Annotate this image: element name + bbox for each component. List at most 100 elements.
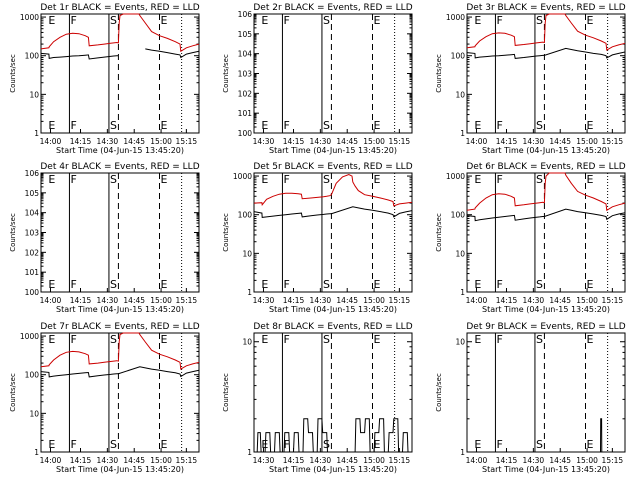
y-tick-label: 101 bbox=[25, 268, 40, 277]
y-tick-label: 10 bbox=[29, 409, 39, 418]
x-tick-label: 14:15 bbox=[283, 137, 305, 146]
marker-label: F bbox=[70, 438, 76, 451]
marker-label: E bbox=[48, 14, 55, 27]
marker-label: E bbox=[261, 278, 268, 291]
y-tick-label: 100 bbox=[238, 211, 253, 220]
marker-label: S bbox=[110, 333, 117, 346]
x-tick-label: 14:30 bbox=[523, 137, 545, 146]
y-tick-label: 10 bbox=[455, 338, 465, 347]
series-line-lld bbox=[40, 13, 200, 53]
x-tick-label: 15:00 bbox=[576, 456, 598, 465]
marker-label: F bbox=[283, 173, 289, 186]
x-tick-label: 14:45 bbox=[336, 296, 358, 305]
marker-label: S bbox=[323, 438, 330, 451]
marker-label: E bbox=[48, 333, 55, 346]
y-axis-label: Counts/sec bbox=[9, 373, 17, 412]
x-tick-label: 15:15 bbox=[389, 137, 411, 146]
x-axis-label: Start Time (04-Jun-15 13:45:20) bbox=[482, 465, 610, 474]
marker-label: F bbox=[70, 278, 76, 291]
y-tick-label: 1 bbox=[460, 288, 465, 297]
marker-label: F bbox=[70, 119, 76, 132]
marker-label: E bbox=[474, 173, 481, 186]
y-axis-label: Counts/sec bbox=[222, 373, 230, 412]
chart-title: Det 3r BLACK = Events, RED = LLD bbox=[466, 3, 625, 13]
x-tick-label: 14:30 bbox=[253, 456, 275, 465]
x-tick-label: 14:15 bbox=[496, 296, 518, 305]
y-axis-label: Counts/sec bbox=[435, 213, 443, 252]
x-axis-label: Start Time (04-Jun-15 13:45:20) bbox=[482, 146, 610, 155]
y-tick-label: 100 bbox=[25, 371, 40, 380]
y-tick-label: 1 bbox=[247, 288, 252, 297]
x-tick-label: 14:00 bbox=[466, 456, 488, 465]
x-tick-label: 14:30 bbox=[310, 456, 332, 465]
series-line-lld bbox=[253, 173, 413, 207]
marker-label: E bbox=[374, 333, 381, 346]
marker-label: F bbox=[70, 14, 76, 27]
marker-label: F bbox=[70, 173, 76, 186]
x-tick-label: 15:15 bbox=[602, 296, 624, 305]
y-tick-label: 1000 bbox=[233, 172, 252, 181]
chart-title: Det 7r BLACK = Events, RED = LLD bbox=[40, 322, 199, 332]
x-tick-label: 14:45 bbox=[549, 456, 571, 465]
x-tick-label: 14:45 bbox=[123, 296, 145, 305]
marker-label: F bbox=[496, 438, 502, 451]
marker-label: S bbox=[110, 278, 117, 291]
marker-label: E bbox=[161, 333, 168, 346]
x-tick-label: 15:00 bbox=[363, 137, 385, 146]
y-tick-label: 105 bbox=[238, 30, 253, 39]
chart-panel-8: Det 8r BLACK = Events, RED = LLDEEFFSSEE… bbox=[222, 322, 413, 474]
x-tick-label: 14:15 bbox=[496, 456, 518, 465]
x-tick-label: 15:15 bbox=[389, 296, 411, 305]
marker-label: S bbox=[323, 173, 330, 186]
x-tick-label: 14:15 bbox=[70, 137, 92, 146]
chart-panel-9: Det 9r BLACK = Events, RED = LLDEEFFSSEE… bbox=[435, 322, 626, 474]
chart-panel-3: Det 3r BLACK = Events, RED = LLDEEFFSSEE… bbox=[435, 3, 626, 155]
x-tick-label: 14:00 bbox=[40, 137, 62, 146]
marker-label: S bbox=[536, 333, 543, 346]
marker-label: E bbox=[374, 278, 381, 291]
y-tick-label: 1 bbox=[34, 448, 39, 457]
marker-label: S bbox=[110, 14, 117, 27]
y-tick-label: 100 bbox=[25, 288, 40, 297]
x-tick-label: 14:45 bbox=[123, 137, 145, 146]
series-line-events bbox=[40, 366, 200, 378]
x-tick-label: 15:00 bbox=[150, 137, 172, 146]
series-line-events bbox=[466, 208, 626, 222]
marker-label: S bbox=[536, 14, 543, 27]
y-tick-label: 10 bbox=[29, 90, 39, 99]
marker-label: E bbox=[374, 438, 381, 451]
x-tick-label: 14:30 bbox=[253, 296, 275, 305]
x-tick-label: 14:15 bbox=[496, 137, 518, 146]
chart-title: Det 1r BLACK = Events, RED = LLD bbox=[40, 3, 199, 13]
y-axis-label: Counts/sec bbox=[9, 54, 17, 93]
marker-label: E bbox=[587, 173, 594, 186]
marker-label: F bbox=[496, 333, 502, 346]
plot-frame bbox=[466, 13, 626, 134]
x-axis-label: Start Time (04-Jun-15 13:45:20) bbox=[269, 146, 397, 155]
x-tick-label: 14:30 bbox=[523, 456, 545, 465]
marker-label: F bbox=[283, 119, 289, 132]
y-tick-label: 100 bbox=[25, 52, 40, 61]
marker-label: F bbox=[496, 278, 502, 291]
marker-label: E bbox=[474, 278, 481, 291]
marker-label: E bbox=[374, 119, 381, 132]
y-tick-label: 104 bbox=[238, 50, 253, 59]
plot-frame bbox=[40, 13, 200, 134]
series-line-lld bbox=[466, 172, 626, 212]
chart-title: Det 9r BLACK = Events, RED = LLD bbox=[466, 322, 625, 332]
marker-label: F bbox=[496, 173, 502, 186]
y-tick-label: 102 bbox=[25, 248, 40, 257]
y-tick-label: 1000 bbox=[20, 332, 39, 341]
x-tick-label: 14:00 bbox=[40, 296, 62, 305]
marker-label: S bbox=[110, 173, 117, 186]
x-tick-label: 14:15 bbox=[283, 296, 305, 305]
x-tick-label: 15:00 bbox=[576, 296, 598, 305]
marker-label: E bbox=[374, 14, 381, 27]
marker-label: E bbox=[48, 438, 55, 451]
y-tick-label: 1 bbox=[34, 129, 39, 138]
x-tick-label: 15:00 bbox=[150, 296, 172, 305]
marker-label: S bbox=[536, 173, 543, 186]
x-tick-label: 15:00 bbox=[150, 456, 172, 465]
marker-label: F bbox=[283, 14, 289, 27]
y-tick-label: 106 bbox=[25, 169, 40, 178]
